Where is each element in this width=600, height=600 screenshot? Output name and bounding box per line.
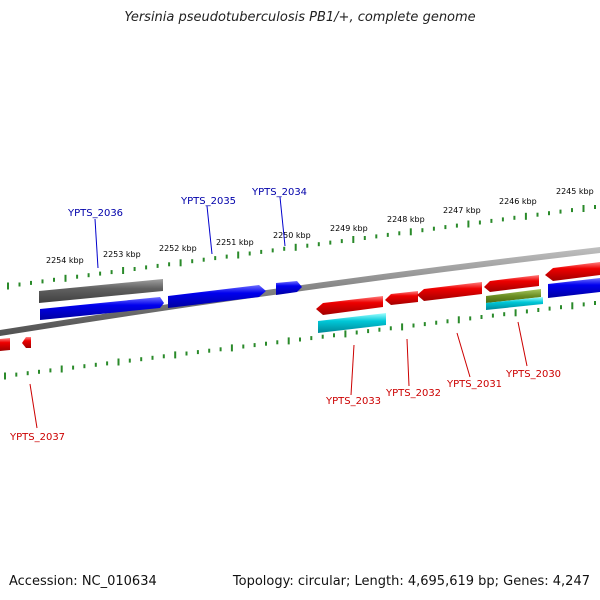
scale-label: 2252 kbp: [159, 244, 197, 253]
topology-text: Topology: circular; Length: 4,695,619 bp…: [232, 574, 590, 589]
gene-label-ypts-2035[interactable]: YPTS_2035: [180, 196, 236, 207]
gene-label-ypts-2032[interactable]: YPTS_2032: [385, 388, 441, 399]
scale-label: 2249 kbp: [330, 224, 368, 233]
gene-ypts-2030-feature[interactable]: [486, 289, 541, 303]
gene-label-ypts-2033[interactable]: YPTS_2033: [325, 396, 381, 407]
gene-ypts-2032[interactable]: [385, 291, 418, 305]
scale-label: 2246 kbp: [499, 197, 537, 206]
scale-label: 2253 kbp: [103, 250, 141, 259]
gene-ypts-2036-pseudo[interactable]: [39, 279, 163, 303]
genome-backbone: [0, 247, 600, 336]
lower-scale-ticks: [4, 301, 596, 380]
gene-ypts-2035[interactable]: [168, 285, 266, 308]
leader-line: [206, 205, 213, 255]
scale-label: 2254 kbp: [46, 256, 84, 265]
gene-label-ypts-2030[interactable]: YPTS_2030: [505, 369, 561, 380]
gene-label-ypts-2036[interactable]: YPTS_2036: [67, 208, 123, 219]
gene-ypts-2033[interactable]: [316, 296, 383, 315]
leader-line: [517, 321, 528, 367]
leader-line: [406, 338, 410, 387]
gene-forward-right[interactable]: [548, 278, 600, 298]
upper-scale-ticks: [7, 205, 596, 290]
gene-ypts-2033-rna[interactable]: [318, 313, 386, 333]
gene-ypts-2037[interactable]: [0, 338, 10, 351]
scale-label: 2250 kbp: [273, 231, 311, 240]
scale-label: 2251 kbp: [216, 238, 254, 247]
gene-ypts-2034[interactable]: [276, 281, 302, 295]
leader-line: [94, 218, 99, 269]
gene-label-ypts-2034[interactable]: YPTS_2034: [251, 187, 307, 198]
scale-labels: 2245 kbp 2246 kbp 2247 kbp 2248 kbp 2249…: [46, 187, 594, 265]
gene-ypts-2036[interactable]: [40, 297, 164, 320]
gene-reverse-right[interactable]: [545, 262, 600, 281]
genome-title: Yersinia pseudotuberculosis PB1/+, compl…: [124, 10, 476, 25]
scale-label: 2245 kbp: [556, 187, 594, 196]
gene-ypts-2030[interactable]: [484, 275, 539, 292]
gene-ypts-2037-small[interactable]: [22, 337, 31, 348]
forward-gene-labels: YPTS_2036 YPTS_2035 YPTS_2034: [67, 187, 307, 269]
leader-line: [350, 344, 355, 396]
leader-line: [456, 332, 471, 378]
gene-ypts-2030-rna[interactable]: [486, 297, 543, 310]
leader-line: [29, 383, 38, 429]
gene-ypts-2031[interactable]: [417, 282, 482, 301]
gene-label-ypts-2037[interactable]: YPTS_2037: [9, 432, 65, 443]
scale-label: 2248 kbp: [387, 215, 425, 224]
leader-line: [279, 196, 286, 247]
gene-label-ypts-2031[interactable]: YPTS_2031: [446, 379, 502, 390]
scale-label: 2247 kbp: [443, 206, 481, 215]
accession-text: Accession: NC_010634: [9, 574, 157, 589]
reverse-gene-labels: YPTS_2033 YPTS_2032 YPTS_2031 YPTS_2030 …: [9, 321, 561, 443]
